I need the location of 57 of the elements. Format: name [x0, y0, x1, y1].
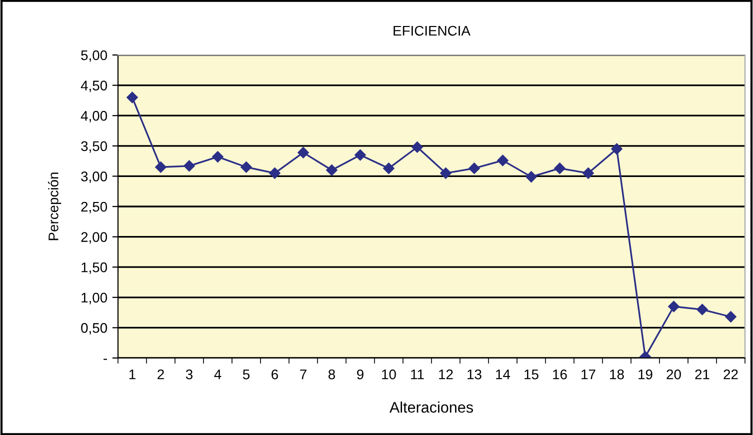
x-tick-label: 13 — [468, 369, 482, 380]
x-tick-label: 10 — [382, 369, 396, 380]
y-tick-label: 0,50 — [81, 323, 108, 335]
x-tick-label: 14 — [496, 370, 510, 380]
x-tick-label: 21 — [695, 369, 710, 380]
x-tick-label: 9 — [357, 369, 364, 380]
x-tick-label: 7 — [300, 370, 306, 380]
x-axis-title: Alteraciones — [389, 402, 473, 413]
y-tick-label: 1,00 — [82, 292, 108, 304]
point — [240, 162, 252, 173]
y-tick-label: 4,50 — [80, 80, 108, 92]
y-tick-label: 2,00 — [81, 232, 108, 244]
x-tick-label: 3 — [186, 369, 192, 380]
point — [440, 168, 452, 179]
y-tick-label: 3,00 — [81, 172, 108, 184]
x-tick-label: 12 — [439, 369, 453, 380]
x-tick-label: 16 — [553, 369, 567, 380]
y-tick-label: 2,50 — [81, 202, 108, 214]
x-tick-label: 22 — [724, 369, 738, 380]
y-tick-label: 4,00 — [80, 110, 108, 122]
y-tick-label: 3,50 — [81, 141, 108, 153]
point — [611, 143, 622, 155]
point — [126, 92, 138, 104]
y-tick-label: 1,50 — [82, 262, 108, 274]
point — [155, 162, 166, 173]
point — [526, 171, 537, 182]
x-tick-label: 2 — [158, 369, 164, 380]
x-tick-label: 18 — [610, 369, 624, 380]
point — [497, 154, 508, 166]
x-tick-label: 20 — [666, 369, 681, 380]
point — [725, 311, 736, 322]
point — [269, 168, 280, 179]
point — [354, 149, 366, 161]
point — [326, 164, 338, 176]
x-tick-label: 8 — [328, 369, 336, 380]
x-tick-label: 4 — [214, 370, 222, 380]
point — [696, 304, 708, 316]
x-tick-label: 17 — [582, 370, 596, 380]
y-tick-label: - — [104, 358, 107, 360]
point — [298, 146, 309, 158]
point — [383, 162, 394, 174]
point — [412, 142, 423, 153]
x-tick-label: 15 — [524, 370, 538, 380]
y-tick-label: 5,00 — [81, 50, 108, 62]
x-tick-label: 19 — [638, 369, 652, 380]
point — [582, 168, 594, 179]
point — [184, 160, 195, 172]
x-tick-label: 6 — [272, 369, 278, 380]
point — [668, 300, 680, 312]
chart-title: EFICIENCIA — [394, 26, 470, 36]
x-tick-label: 1 — [129, 370, 136, 380]
point — [554, 162, 566, 174]
point — [468, 162, 480, 174]
x-tick-label: 5 — [242, 370, 250, 380]
point — [212, 151, 224, 162]
y-axis-title: Percepción — [48, 172, 62, 240]
x-tick-label: 11 — [411, 370, 424, 380]
